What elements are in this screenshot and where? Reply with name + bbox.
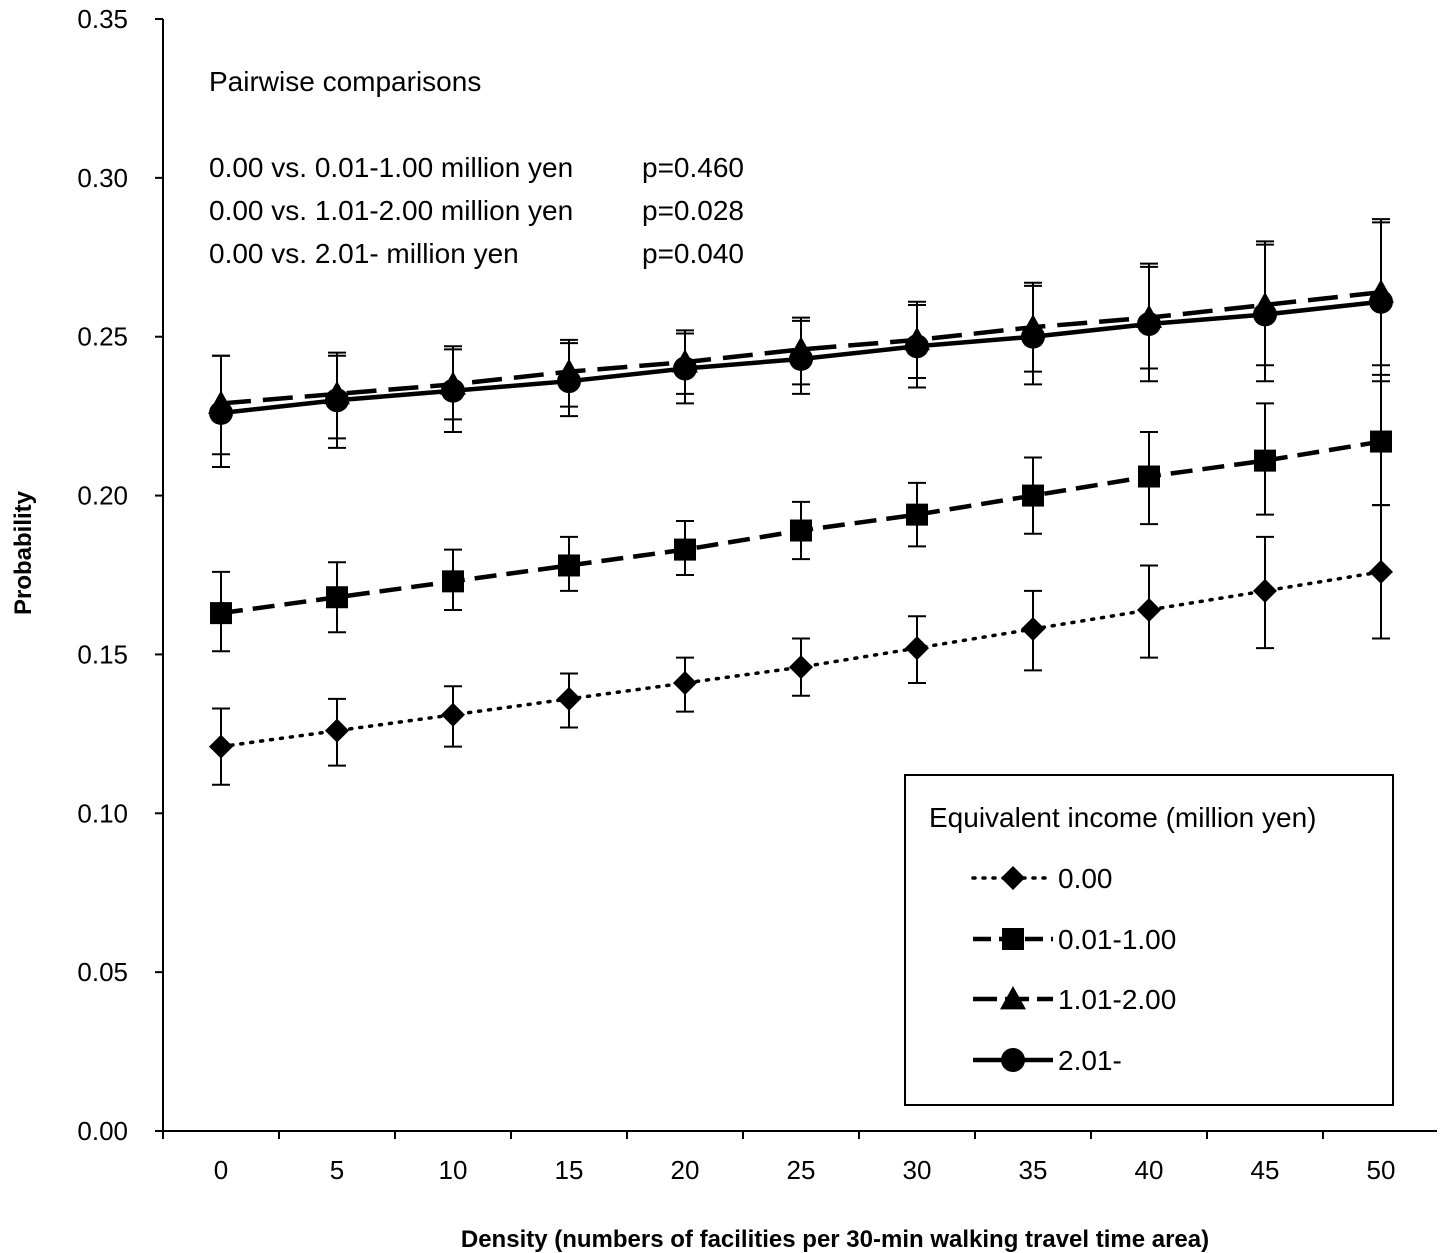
- y-tick-label: 0.15: [77, 639, 128, 669]
- annotation-title: Pairwise comparisons: [209, 66, 481, 97]
- axes: 0.00 0.05 0.10 0.15 0.20 0.25 0.30 0.35 0 5 10 15 20…: [77, 4, 1437, 1185]
- legend-item-3-marker: [1000, 986, 1026, 1010]
- series-1-point: [1137, 597, 1161, 622]
- series-2-point: [1138, 465, 1160, 488]
- annotation-line-3-label: 0.00 vs. 2.01- million yen: [209, 238, 519, 269]
- error-bars: [212, 218, 1390, 786]
- y-tick-label: 0.20: [77, 481, 128, 511]
- series-1-point: [1369, 559, 1393, 584]
- series-2-point: [1254, 449, 1276, 472]
- series-2-point: [906, 503, 928, 526]
- x-tick-label: 45: [1251, 1155, 1280, 1185]
- series-4-point: [209, 400, 233, 425]
- series-1-point: [905, 636, 929, 661]
- series-4-point: [1137, 312, 1161, 337]
- series-2-point: [210, 602, 232, 625]
- series-1-point: [557, 686, 581, 711]
- y-tick-label: 0.30: [77, 163, 128, 193]
- legend-item-1-marker: [1001, 866, 1025, 890]
- series-4-point: [1369, 289, 1393, 314]
- series-1-point: [673, 671, 697, 696]
- legend-item-4-label: 2.01-: [1058, 1045, 1122, 1076]
- series-2-point: [674, 538, 696, 561]
- series-4-point: [325, 388, 349, 413]
- x-tick-label: 0: [214, 1155, 228, 1185]
- legend-item-2-label: 0.01-1.00: [1058, 924, 1176, 955]
- series-2-point: [558, 554, 580, 577]
- legend-item-3-label: 1.01-2.00: [1058, 984, 1176, 1015]
- series-1-point: [789, 655, 813, 680]
- x-tick-label: 5: [330, 1155, 344, 1185]
- series-2-point: [1370, 430, 1392, 453]
- pairwise-annotations: Pairwise comparisons 0.00 vs. 0.01-1.00 …: [209, 66, 744, 269]
- x-tick-label: 35: [1019, 1155, 1048, 1185]
- annotation-line-1-p: p=0.460: [642, 152, 744, 183]
- series-3-line: [220, 289, 1382, 406]
- annotation-line-2-label: 0.00 vs. 1.01-2.00 million yen: [209, 195, 573, 226]
- series-1-point: [209, 734, 233, 759]
- series-1-point: [325, 718, 349, 743]
- series-2-point: [326, 586, 348, 609]
- y-tick-label: 0.10: [77, 798, 128, 828]
- series-4-point: [789, 346, 813, 371]
- x-tick-label: 15: [555, 1155, 584, 1185]
- series-4-point: [1021, 324, 1045, 349]
- series-4-point: [441, 378, 465, 403]
- x-tick-label: 30: [903, 1155, 932, 1185]
- legend-title: Equivalent income (million yen): [929, 802, 1317, 833]
- y-tick-label: 0.35: [77, 4, 128, 34]
- series-4-point: [1253, 302, 1277, 327]
- x-tick-label: 25: [787, 1155, 816, 1185]
- y-tick-label: 0.00: [77, 1116, 128, 1146]
- annotation-line-2-p: p=0.028: [642, 195, 744, 226]
- series-2-point: [1022, 484, 1044, 507]
- x-tick-label: 40: [1135, 1155, 1164, 1185]
- x-tick-label: 50: [1367, 1155, 1396, 1185]
- series-2-point: [790, 519, 812, 542]
- y-axis-label: Probability: [10, 490, 37, 615]
- annotation-line-1-label: 0.00 vs. 0.01-1.00 million yen: [209, 152, 573, 183]
- series-1-point: [1253, 578, 1277, 603]
- series-2-point: [442, 570, 464, 593]
- series-markers: [208, 279, 1394, 759]
- legend-items: 0.00 0.01-1.00 1.01-2.00 2.01-: [971, 863, 1176, 1076]
- series-4-point: [673, 356, 697, 381]
- legend: Equivalent income (million yen) 0.00 0.01…: [904, 774, 1394, 1106]
- annotation-line-3-p: p=0.040: [642, 238, 744, 269]
- series-4-point: [905, 334, 929, 359]
- legend-item-1-label: 0.00: [1058, 863, 1113, 894]
- x-tick-label: 10: [439, 1155, 468, 1185]
- y-tick-label: 0.05: [77, 957, 128, 987]
- y-tick-label: 0.25: [77, 322, 128, 352]
- x-axis-label: Density (numbers of facilities per 30-mi…: [461, 1226, 1209, 1253]
- legend-item-4-marker: [1001, 1048, 1025, 1072]
- series-4-point: [557, 369, 581, 394]
- x-tick-label: 20: [671, 1155, 700, 1185]
- series-1-point: [441, 702, 465, 727]
- legend-item-2-marker: [1002, 928, 1024, 950]
- series-1-point: [1021, 617, 1045, 642]
